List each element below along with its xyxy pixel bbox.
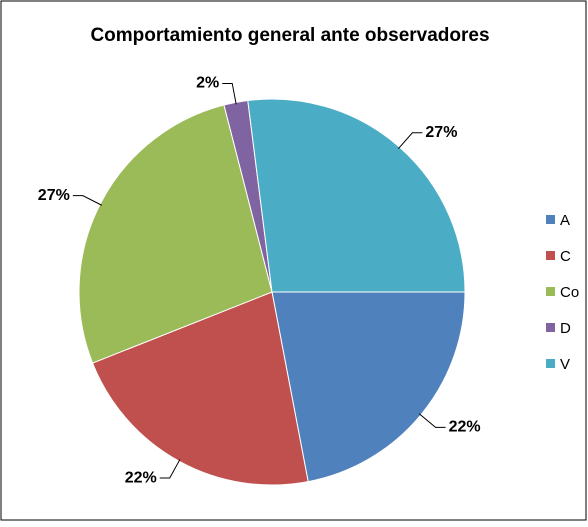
data-label: 27%: [425, 124, 457, 141]
leader-line: [397, 132, 423, 150]
leader-line: [159, 459, 181, 479]
data-label: 27%: [38, 187, 70, 204]
chart-title: Comportamiento general ante observadores: [90, 25, 489, 46]
leader-line: [72, 195, 102, 206]
leader-line: [418, 413, 446, 428]
leader-line: [222, 82, 237, 105]
data-label: 22%: [449, 419, 481, 436]
data-label: 2%: [196, 75, 219, 92]
legend-label: D: [560, 320, 571, 337]
legend-swatch: [546, 359, 555, 368]
legend-swatch: [546, 323, 555, 332]
legend-swatch: [546, 215, 555, 224]
legend-label: C: [560, 248, 571, 265]
legend-swatch: [546, 287, 555, 296]
legend-swatch: [546, 251, 555, 260]
legend-label: V: [560, 356, 570, 373]
legend-label: Co: [560, 284, 579, 301]
data-label: 22%: [125, 469, 157, 486]
legend-label: A: [560, 212, 570, 229]
